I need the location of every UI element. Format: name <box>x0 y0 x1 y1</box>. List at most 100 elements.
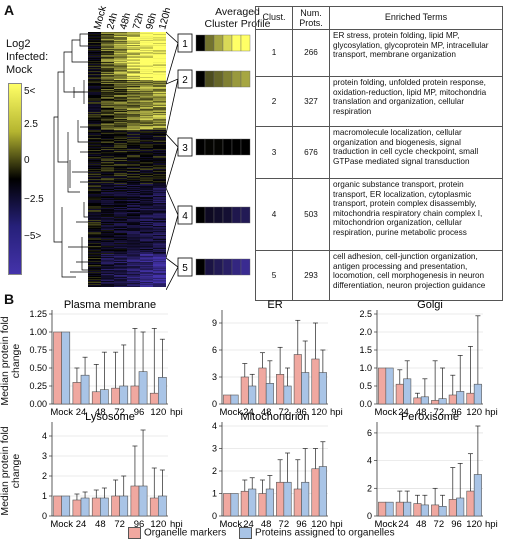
heatmap-cell <box>140 77 153 79</box>
y-tick-label: 1.25 <box>29 309 47 319</box>
heatmap-cell <box>114 62 127 64</box>
heatmap-cell <box>127 274 140 276</box>
heatmap-cell <box>153 122 166 124</box>
heatmap-cell <box>101 278 114 280</box>
heatmap-cell <box>88 182 101 184</box>
heatmap-cell <box>88 237 101 239</box>
heatmap-cell <box>114 243 127 245</box>
heatmap-cell <box>101 113 114 115</box>
heatmap-cell <box>153 35 166 37</box>
heatmap-cell <box>127 82 140 84</box>
heatmap-cell <box>88 95 101 97</box>
heatmap-cell <box>153 128 166 130</box>
profile-cell <box>204 206 215 224</box>
heatmap-cell <box>140 205 153 207</box>
heatmap-cell <box>101 57 114 59</box>
heatmap-cell <box>114 269 127 271</box>
heatmap-cell <box>88 223 101 225</box>
heatmap-cell <box>101 37 114 39</box>
heatmap-cell <box>153 255 166 257</box>
heatmap-cell <box>140 201 153 203</box>
heatmap-cell <box>140 173 153 175</box>
heatmap-cell <box>114 218 127 220</box>
heatmap-cell <box>88 173 101 175</box>
heatmap-cell <box>153 286 166 287</box>
heatmap-cell <box>101 59 114 61</box>
heatmap-cell <box>127 104 140 106</box>
heatmap-cell <box>101 116 114 118</box>
heatmap-cell <box>153 268 166 270</box>
heatmap-cell <box>140 180 153 182</box>
x-tick-label: 72 <box>114 519 125 530</box>
heatmap-cell <box>153 114 166 116</box>
heatmap-cell <box>153 149 166 151</box>
heatmap-cell <box>88 183 101 185</box>
profile-cell <box>213 258 224 276</box>
bar <box>466 392 475 405</box>
heatmap-cell <box>127 51 140 53</box>
heatmap-cell <box>88 107 101 109</box>
heatmap-cell <box>101 269 114 271</box>
heatmap-cell <box>101 245 114 247</box>
heatmap-cell <box>140 125 153 127</box>
bar <box>385 367 394 405</box>
heatmap-cell <box>114 171 127 173</box>
heatmap-cell <box>88 238 101 240</box>
heatmap-cell <box>153 199 166 201</box>
heatmap-cell <box>140 254 153 256</box>
column-label: 120h <box>157 6 170 30</box>
heatmap-cell <box>140 113 153 115</box>
heatmap-cell <box>88 153 101 155</box>
heatmap-cell <box>140 221 153 223</box>
heatmap-cell <box>127 69 140 71</box>
heatmap-cell <box>88 143 101 145</box>
heatmap-cell <box>88 136 101 138</box>
heatmap-cell <box>101 285 114 287</box>
heatmap-cell <box>101 98 114 100</box>
heatmap-cell <box>127 55 140 57</box>
heatmap-cell <box>153 141 166 143</box>
heatmap-cell <box>127 231 140 233</box>
heatmap-cell <box>88 229 101 231</box>
heatmap-cell <box>153 229 166 231</box>
heatmap-cell <box>88 191 101 193</box>
heatmap-cell <box>114 182 127 184</box>
heatmap-cell <box>153 176 166 178</box>
heatmap-cell <box>88 115 101 117</box>
column-label: 48h <box>118 12 133 31</box>
bar <box>248 385 257 405</box>
heatmap-cell <box>140 73 153 75</box>
heatmap-cell <box>88 91 101 93</box>
heatmap-cell <box>101 121 114 123</box>
heatmap-cell <box>114 113 127 115</box>
heatmap-cell <box>88 188 101 190</box>
bar <box>311 468 320 517</box>
x-tick-label: 96 <box>296 407 307 418</box>
heatmap-cell <box>140 75 153 77</box>
x-tick-label: 120 <box>311 519 327 530</box>
heatmap-cell <box>88 201 101 203</box>
heatmap-cell <box>140 195 153 197</box>
heatmap-cell <box>101 34 114 36</box>
heatmap-cell <box>153 218 166 220</box>
heatmap-cell <box>153 72 166 74</box>
heatmap-cell <box>114 256 127 258</box>
heatmap-cell <box>88 187 101 189</box>
heatmap-cell <box>114 38 127 40</box>
x-tick-label: 72 <box>114 407 125 418</box>
profile-cell <box>213 138 224 156</box>
heatmap-cell <box>114 168 127 170</box>
heatmap-cell <box>88 84 101 86</box>
heatmap-cell <box>101 266 114 268</box>
heatmap-cell <box>140 46 153 48</box>
heatmap-cell <box>114 187 127 189</box>
heatmap-cell <box>88 195 101 197</box>
heatmap-cell <box>153 60 166 62</box>
heatmap-cell <box>114 86 127 88</box>
table-header-cluster: Clust. <box>255 6 293 30</box>
heatmap-cell <box>114 131 127 133</box>
heatmap-cell <box>101 61 114 63</box>
heatmap-cell <box>127 58 140 60</box>
scale-tick: 5< <box>24 86 36 97</box>
heatmap-cell <box>101 193 114 195</box>
